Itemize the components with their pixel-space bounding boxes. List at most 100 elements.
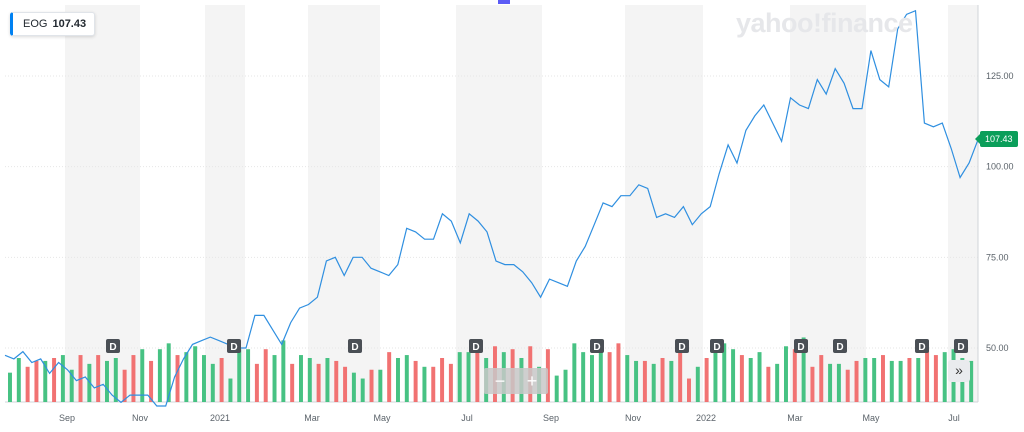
volume-bar [713,352,718,402]
volume-bar [598,349,603,402]
x-tick-label: Sep [543,413,559,423]
volume-bar [413,360,418,402]
volume-bar [898,360,903,402]
volume-bar [325,358,330,402]
volume-bar [140,349,145,402]
volume-bar [695,366,700,402]
volume-bar [792,349,797,402]
x-tick-label: Sep [59,413,75,423]
volume-bar [254,363,259,402]
volume-bar [25,366,30,402]
dividend-marker: D [348,339,362,353]
volume-bar [836,363,841,402]
x-tick-label: Nov [132,413,149,423]
x-tick-label: Mar [304,413,320,423]
month-band [790,5,866,402]
volume-bar [969,360,974,402]
volume-bar [722,343,727,402]
volume-bar [651,363,656,402]
volume-bar [678,343,683,402]
volume-bar [563,369,568,402]
y-tick-label: 100.00 [986,162,1014,172]
range-handle[interactable] [498,0,510,4]
volume-bar [113,358,118,402]
dividend-marker-label: D [109,342,116,353]
dividend-marker-box [106,339,120,353]
volume-bar [731,349,736,402]
x-tick-label: Jul [948,413,960,423]
volume-bar [466,352,471,402]
volume-bar [889,360,894,402]
month-band [308,5,380,402]
dividend-marker-box [227,339,241,353]
dividend-marker-box [833,339,847,353]
zoom-out-button[interactable]: − [494,371,506,391]
volume-bar [175,355,180,402]
volume-bar [52,358,57,402]
volume-bar [193,346,198,402]
dividend-marker-label: D [351,342,358,353]
volume-bar [757,352,762,402]
volume-bar [34,360,39,402]
x-tick-label: Nov [625,413,642,423]
volume-bar [925,349,930,402]
dividend-marker: D [833,339,847,353]
volume-bar [299,355,303,402]
dividend-marker-label: D [797,342,804,353]
volume-bar [166,343,171,402]
volume-bar [43,360,48,402]
volume-bar [440,358,445,402]
volume-bar [607,352,612,402]
x-tick-label: Jul [461,413,473,423]
dividend-marker: D [590,339,604,353]
x-tick-label: May [373,413,391,423]
month-band [65,5,140,402]
ticker-legend[interactable]: EOG 107.43 [10,12,96,36]
volume-bar [748,358,753,402]
dividend-marker-box [794,339,808,353]
volume-bar [660,358,665,402]
volume-bar [184,352,189,402]
volume-bar [237,349,242,402]
dividend-marker: D [469,339,483,353]
volume-bar [669,360,674,402]
dividend-marker-label: D [678,342,685,353]
volume-bar [634,360,639,402]
volume-bar [572,343,577,402]
volume-bar [766,366,771,402]
y-tick-label: 125.00 [986,71,1014,81]
volume-bar [863,358,868,402]
volume-bar [272,355,277,402]
x-tick-label: Mar [787,413,803,423]
month-band [205,5,245,402]
dividend-marker: D [710,339,724,353]
volume-bar [157,349,162,402]
volume-bar [351,372,356,402]
month-band [456,5,542,402]
volume-bar [828,363,833,402]
volume-bar [219,358,224,402]
ticker-symbol: EOG [23,18,48,30]
dividend-marker-label: D [593,342,600,353]
volume-bar [87,363,92,402]
volume-bar [845,369,850,402]
volume-bar [122,369,127,402]
zoom-controls: − + [484,368,548,394]
volume-bar [775,363,780,402]
volume-bar [396,358,400,402]
scroll-right-button[interactable]: » [948,360,970,382]
volume-bar [687,378,691,402]
dividend-marker-box [675,339,689,353]
volume-bar [810,366,815,402]
dividend-marker-label: D [836,342,843,353]
volume-bar [8,372,12,402]
volume-bar [69,369,74,402]
volume-bar [642,360,647,402]
volume-bar [404,355,409,402]
volume-bar [881,355,885,402]
dividend-marker-box [469,339,483,353]
volume-bar [202,355,206,402]
zoom-in-button[interactable]: + [526,371,538,391]
dividend-marker-label: D [957,342,964,353]
